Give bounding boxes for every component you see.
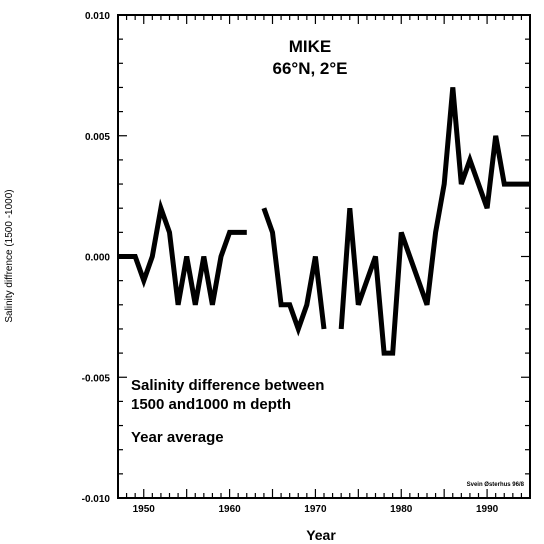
tick-labels: 1950 1960 1970 1980 1990 0.010 0.005 0.000 -0.00… bbox=[82, 11, 499, 515]
y-tick-label: -0.010 bbox=[82, 494, 111, 505]
y-tick-label: -0.005 bbox=[82, 373, 111, 384]
x-tick-label: 1990 bbox=[476, 504, 499, 515]
y-tick-label: 0.000 bbox=[85, 253, 110, 264]
y-axis-label: Salinity diffrence (1500 -1000) bbox=[4, 189, 15, 322]
x-axis-label: Year bbox=[306, 527, 336, 543]
axis-ticks bbox=[117, 14, 531, 499]
chart-subtitle: 66°N, 2°E bbox=[272, 59, 347, 78]
series-line-segment bbox=[338, 87, 530, 356]
plot-frame bbox=[117, 14, 531, 499]
x-tick-label: 1970 bbox=[304, 504, 327, 515]
x-tick-label: 1980 bbox=[390, 504, 413, 515]
annotation-line-1: Salinity difference between bbox=[131, 377, 324, 394]
y-tick-label: 0.010 bbox=[85, 11, 110, 22]
y-tick-label: 0.005 bbox=[85, 132, 110, 143]
annotation-line-3: Year average bbox=[131, 429, 224, 446]
data-series bbox=[118, 87, 530, 356]
x-tick-label: 1950 bbox=[133, 504, 156, 515]
annotation-line-2: 1500 and1000 m depth bbox=[131, 396, 291, 413]
series-line-segment bbox=[118, 198, 247, 306]
series-line-segment bbox=[261, 207, 327, 337]
x-tick-label: 1960 bbox=[218, 504, 241, 515]
chart-title: MIKE bbox=[289, 37, 332, 56]
credit-label: Svein Østerhus 96/8 bbox=[467, 482, 525, 488]
